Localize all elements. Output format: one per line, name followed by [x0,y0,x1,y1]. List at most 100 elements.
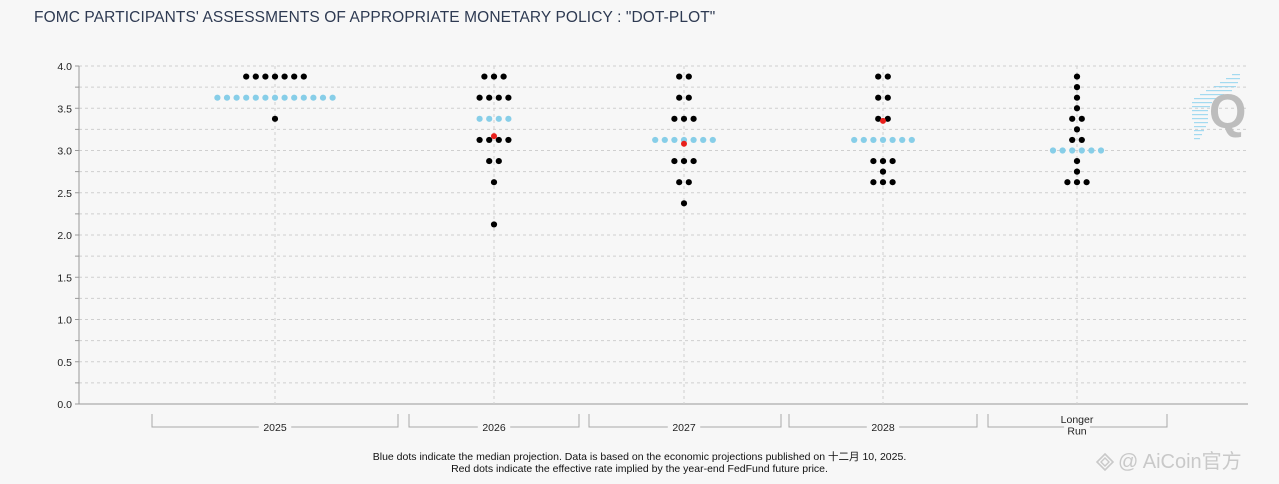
median-dot [1069,147,1076,154]
participant-dot [680,200,688,207]
footnote-line-1: Blue dots indicate the median projection… [372,451,907,463]
median-dot [899,136,906,144]
participant-dot [495,94,502,101]
implied-rate-dot [491,133,497,140]
participant-dot [1073,105,1081,112]
participant-dot [281,73,288,80]
participant-dot [685,179,692,186]
participant-dot [1083,179,1090,186]
participant-dot [875,115,882,122]
median-dot [1088,147,1095,154]
median-dot [505,115,512,122]
participant-dot [486,136,493,144]
median-dot [1049,147,1057,154]
y-tick-label: 3.5 [57,103,72,115]
median-dot [291,94,298,101]
median-dot [851,136,858,144]
category-label-bg [258,422,292,433]
participant-dot [884,115,891,122]
median-dot [671,136,678,144]
category-label-bg [1054,414,1100,425]
participant-dot [486,94,493,101]
median-dot [262,94,269,101]
median-dot [319,94,327,101]
category-label: 2027 [672,422,696,434]
y-tick-label: 0.5 [57,357,72,369]
participant-dot [495,157,502,165]
participant-dot [300,73,307,80]
median-dot [709,136,716,144]
participant-dot [476,136,483,144]
median-dot [300,94,307,101]
median-dot [329,94,336,101]
participant-dot [875,94,882,101]
median-dot [1097,147,1105,154]
category-label-bg [1064,425,1090,437]
category-label: Run [1067,426,1086,438]
footnote-line-2: Red dots indicate the effective rate imp… [451,463,828,475]
participant-dot [1073,84,1081,91]
median-dot [310,94,317,101]
participant-dot [476,94,483,101]
participant-dot [690,157,697,165]
category-label: 2026 [482,422,506,434]
median-dot [889,136,896,144]
median-dot [908,136,915,144]
participant-dot [486,157,493,165]
median-dot [281,94,288,101]
median-dot [690,136,697,144]
participant-dot [875,73,882,80]
participant-dot [671,115,678,122]
participant-dot [505,136,512,144]
participant-dot [495,136,502,144]
participant-dot [884,94,891,101]
watermark-text: AiCoin官方 [1142,451,1242,473]
participant-dot [1069,115,1076,122]
watermark-at: @ [1118,451,1143,473]
participant-dot [291,73,298,80]
median-dot [243,94,250,101]
y-tick-label: 2.0 [57,230,72,242]
participant-dot [1078,115,1085,122]
participant-dot [884,73,891,80]
median-dot [870,136,877,144]
participant-dot [690,115,697,122]
participant-dot [1073,157,1081,165]
participant-dot [870,157,877,165]
participant-dot [685,94,692,101]
participant-dot [1073,94,1081,101]
participant-dot [680,157,688,165]
median-dot [495,115,502,122]
participant-dot [870,179,877,186]
y-tick-label: 0.0 [57,399,72,411]
category-label-bg [866,422,900,433]
participant-dot [1078,136,1085,144]
participant-dot [243,73,250,80]
participant-dot [271,73,279,80]
median-dot [233,94,240,101]
category-label-bg [477,422,511,433]
participant-dot [500,73,507,80]
median-dot [476,115,483,122]
median-dot [271,94,279,101]
participant-dot [676,73,683,80]
participant-dot [685,73,692,80]
participant-dot [490,221,498,228]
median-dot [223,94,231,101]
median-dot [700,136,707,144]
participant-dot [1064,179,1071,186]
median-dot [214,94,221,101]
watermark: @ AiCoin官方 [1096,445,1242,474]
median-dot [252,94,259,101]
participant-dot [1069,136,1076,144]
category-label: 2025 [263,422,287,434]
aicoin-logo-icon [1096,453,1114,471]
category-label: Longer [1061,414,1094,426]
participant-dot [262,73,269,80]
y-tick-label: 1.0 [57,315,72,327]
y-tick-label: 4.0 [57,61,72,73]
participant-dot [490,73,498,80]
participant-dot [481,73,488,80]
participant-dot [680,115,688,122]
